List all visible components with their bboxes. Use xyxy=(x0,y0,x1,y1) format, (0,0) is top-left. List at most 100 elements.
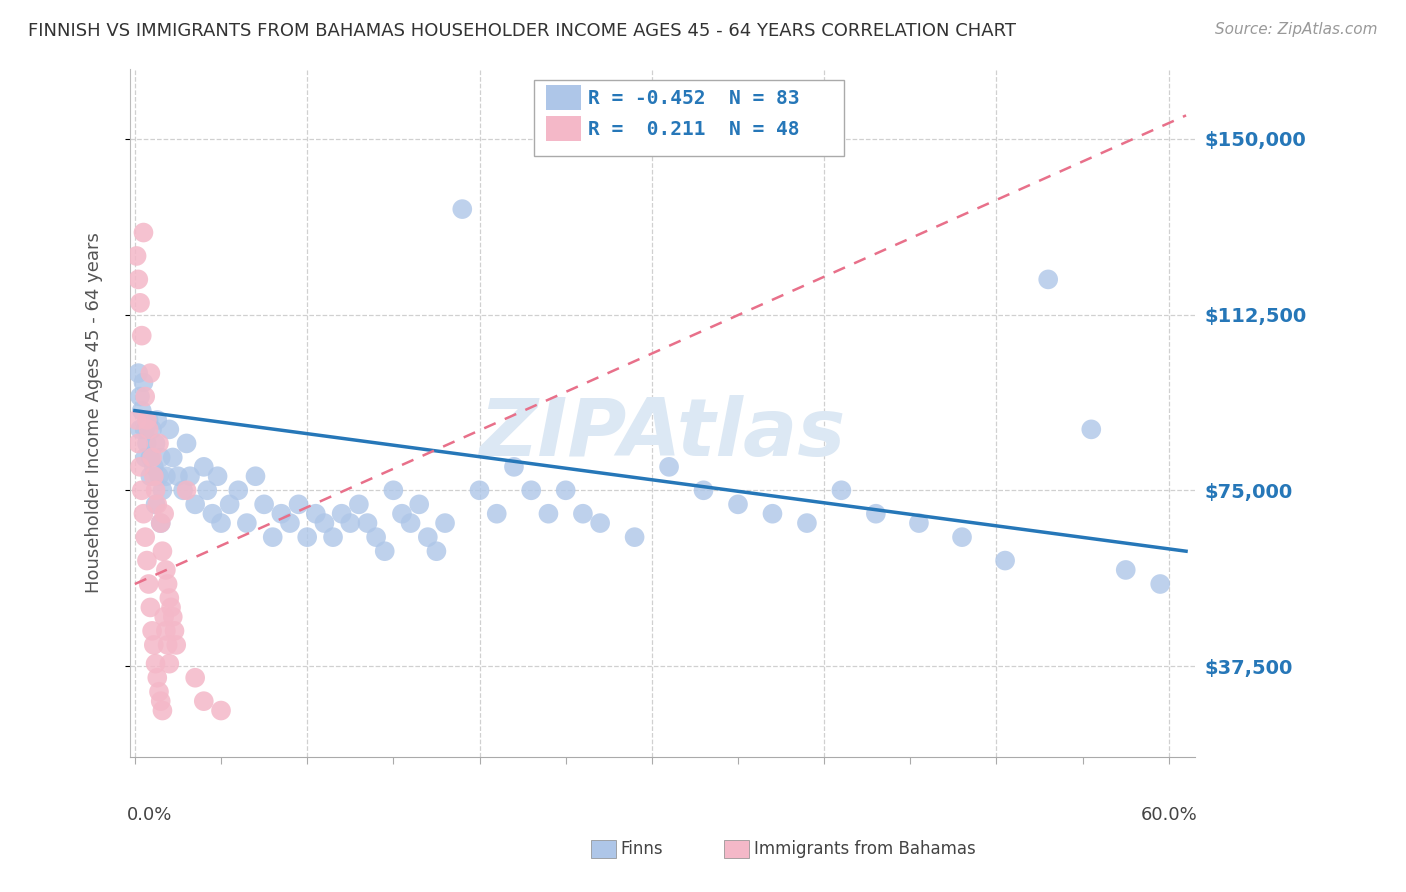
Point xyxy=(134,530,156,544)
Point xyxy=(908,516,931,530)
Point xyxy=(468,483,491,498)
Point xyxy=(141,450,163,465)
Point xyxy=(156,577,179,591)
Point xyxy=(176,483,198,498)
Point xyxy=(142,469,165,483)
Point xyxy=(138,413,160,427)
Point xyxy=(623,530,645,544)
Point xyxy=(374,544,396,558)
Point xyxy=(796,516,818,530)
Point xyxy=(589,516,612,530)
Text: FINNISH VS IMMIGRANTS FROM BAHAMAS HOUSEHOLDER INCOME AGES 45 - 64 YEARS CORRELA: FINNISH VS IMMIGRANTS FROM BAHAMAS HOUSE… xyxy=(28,22,1017,40)
Point xyxy=(658,459,681,474)
Point xyxy=(142,638,165,652)
Point xyxy=(314,516,336,530)
Point xyxy=(145,436,167,450)
Point xyxy=(135,553,157,567)
Point xyxy=(132,376,155,390)
Point xyxy=(139,600,162,615)
Point xyxy=(127,436,149,450)
Point xyxy=(322,530,344,544)
Point xyxy=(416,530,439,544)
Point xyxy=(131,483,153,498)
Point xyxy=(1149,577,1171,591)
Point xyxy=(152,483,174,498)
Point xyxy=(163,624,186,638)
Point xyxy=(356,516,378,530)
Point xyxy=(134,422,156,436)
Point xyxy=(135,413,157,427)
Point xyxy=(1115,563,1137,577)
Point xyxy=(692,483,714,498)
Point xyxy=(278,516,301,530)
Point xyxy=(141,422,163,436)
Point xyxy=(157,422,180,436)
Point xyxy=(201,507,224,521)
Point xyxy=(149,516,172,530)
Point xyxy=(184,497,207,511)
Point xyxy=(153,507,176,521)
Point xyxy=(152,704,174,718)
Point xyxy=(131,328,153,343)
Text: Immigrants from Bahamas: Immigrants from Bahamas xyxy=(754,840,976,858)
Text: Finns: Finns xyxy=(620,840,662,858)
Point xyxy=(366,530,388,544)
Point xyxy=(157,591,180,605)
Point xyxy=(305,507,328,521)
Point xyxy=(830,483,852,498)
Point xyxy=(950,530,973,544)
Point xyxy=(125,249,148,263)
Point xyxy=(129,390,152,404)
Point xyxy=(129,295,152,310)
Point xyxy=(339,516,361,530)
Point xyxy=(485,507,508,521)
Point xyxy=(134,450,156,465)
Point xyxy=(391,507,413,521)
Point xyxy=(156,638,179,652)
Point xyxy=(179,469,201,483)
Point xyxy=(132,226,155,240)
Point xyxy=(139,469,162,483)
Point xyxy=(195,483,218,498)
Point xyxy=(145,483,167,498)
Point xyxy=(451,202,474,216)
Point xyxy=(142,459,165,474)
Point xyxy=(131,403,153,417)
Point xyxy=(155,469,177,483)
Text: ZIPAtlas: ZIPAtlas xyxy=(479,394,845,473)
Point xyxy=(155,563,177,577)
Point xyxy=(157,657,180,671)
Point xyxy=(520,483,543,498)
Point xyxy=(127,366,149,380)
Point xyxy=(865,507,887,521)
Point xyxy=(125,413,148,427)
Point xyxy=(994,553,1017,567)
Text: Source: ZipAtlas.com: Source: ZipAtlas.com xyxy=(1215,22,1378,37)
Point xyxy=(193,459,215,474)
Point xyxy=(146,413,169,427)
Text: R = -0.452  N = 83: R = -0.452 N = 83 xyxy=(588,89,799,108)
Point xyxy=(148,469,170,483)
Point xyxy=(145,497,167,511)
Point xyxy=(148,436,170,450)
Point xyxy=(141,624,163,638)
Point xyxy=(153,609,176,624)
Point xyxy=(146,497,169,511)
Point xyxy=(330,507,353,521)
Point xyxy=(135,436,157,450)
Point xyxy=(167,469,190,483)
Point xyxy=(382,483,405,498)
Point xyxy=(138,577,160,591)
Point xyxy=(399,516,422,530)
Text: R =  0.211  N = 48: R = 0.211 N = 48 xyxy=(588,120,799,139)
Text: 0.0%: 0.0% xyxy=(127,805,172,823)
Point xyxy=(132,507,155,521)
Point xyxy=(236,516,259,530)
Text: 60.0%: 60.0% xyxy=(1142,805,1198,823)
Point xyxy=(162,609,184,624)
Point xyxy=(408,497,430,511)
Point xyxy=(165,638,187,652)
Y-axis label: Householder Income Ages 45 - 64 years: Householder Income Ages 45 - 64 years xyxy=(86,233,103,593)
Point xyxy=(149,516,172,530)
Point xyxy=(152,544,174,558)
